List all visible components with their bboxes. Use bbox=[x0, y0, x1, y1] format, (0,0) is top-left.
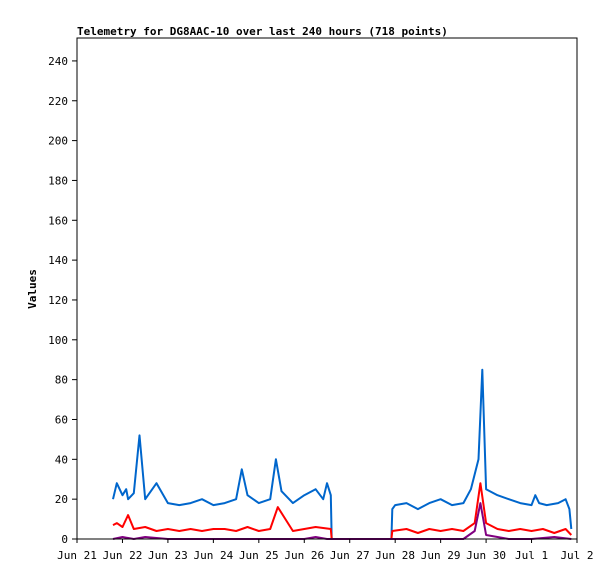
x-axis: Jun 21 Jun 22 Jun 23 Jun 24 Jun 25 Jun 26 Jun … bbox=[57, 539, 594, 562]
series-line-3 bbox=[112, 502, 572, 540]
y-tick-label: 100 bbox=[48, 334, 68, 347]
x-tick-label: Jun 27 bbox=[330, 549, 370, 562]
x-tick-label: Jun 23 bbox=[148, 549, 188, 562]
x-tick-label: Jul 1 bbox=[515, 549, 548, 562]
y-tick-label: 160 bbox=[48, 214, 68, 227]
y-tick-label: 80 bbox=[55, 374, 68, 387]
y-tick-label: 200 bbox=[48, 135, 68, 148]
x-tick-label: Jun 25 bbox=[239, 549, 279, 562]
series-layer bbox=[112, 368, 573, 540]
x-tick-label: Jun 21 bbox=[57, 549, 97, 562]
y-tick-label: 120 bbox=[48, 294, 68, 307]
x-tick-label: Jun 28 bbox=[375, 549, 415, 562]
y-tick-label: 0 bbox=[61, 533, 68, 546]
series-line-1 bbox=[112, 368, 573, 540]
x-tick-label: Jun 26 bbox=[284, 549, 324, 562]
y-axis: 0 20 40 60 80 100 120 140 160 180 200 220 240 bbox=[48, 55, 77, 546]
y-axis-label: Values bbox=[26, 269, 39, 309]
y-tick-label: 240 bbox=[48, 55, 68, 68]
x-tick-label: Jun 22 bbox=[103, 549, 143, 562]
chart-title: Telemetry for DG8AAC-10 over last 240 ho… bbox=[77, 25, 448, 38]
y-tick-label: 220 bbox=[48, 95, 68, 108]
y-tick-label: 180 bbox=[48, 174, 68, 187]
x-tick-label: Jul 2 bbox=[560, 549, 593, 562]
y-tick-label: 60 bbox=[55, 413, 68, 426]
x-tick-label: Jun 24 bbox=[193, 549, 233, 562]
y-tick-label: 40 bbox=[55, 453, 68, 466]
x-tick-label: Jun 30 bbox=[466, 549, 506, 562]
series-line-2 bbox=[112, 482, 573, 540]
plot-frame bbox=[76, 37, 578, 540]
y-tick-label: 140 bbox=[48, 254, 68, 267]
y-tick-label: 20 bbox=[55, 493, 68, 506]
x-tick-label: Jun 29 bbox=[421, 549, 461, 562]
